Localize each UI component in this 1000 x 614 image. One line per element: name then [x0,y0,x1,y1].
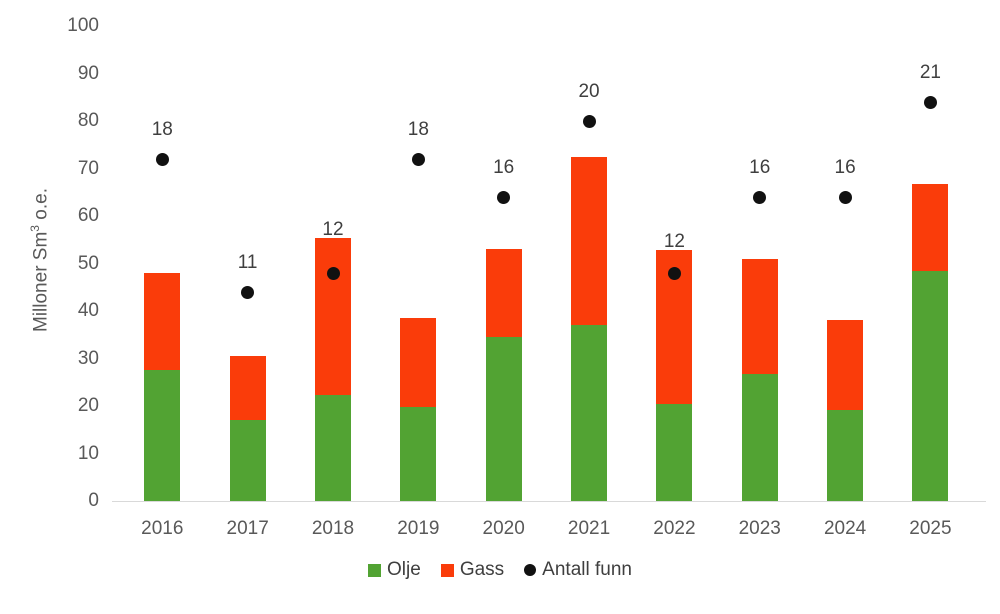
legend-item-gass: Gass [440,559,505,581]
bar-gass-2019 [400,318,437,407]
y-tick-label-60: 60 [77,205,99,226]
point-antall-funn-2017 [241,285,255,299]
bar-olje-2022 [656,404,693,501]
y-tick-label-40: 40 [77,300,99,321]
point-label-2018: 12 [322,219,344,241]
bar-gass-2018 [315,238,351,396]
point-antall-funn-2020 [497,190,511,204]
y-tick-label-50: 50 [77,252,99,274]
y-tick-label-20: 20 [77,395,99,416]
bar-olje-2023 [741,373,778,501]
bar-olje-2018 [315,395,351,501]
x-tick-label-2019: 2019 [397,518,440,539]
y-tick-label-0: 0 [88,490,99,511]
x-tick-label-2018: 2018 [311,518,355,539]
bar-olje-2016 [144,370,181,501]
olje-swatch [368,563,382,577]
x-tick-label-2022: 2022 [653,518,696,539]
point-label-2020: 16 [493,157,515,178]
bar-gass-2023 [741,258,778,374]
x-tick-label-2020: 2020 [482,518,525,539]
point-label-2021: 20 [578,81,600,102]
point-antall-funn-2021 [582,114,596,128]
point-label-2025: 21 [919,62,942,83]
point-antall-funn-2018 [326,266,340,280]
legend-label-gass: Gass [459,559,505,580]
point-label-2022: 12 [663,231,685,253]
point-label-2024: 16 [834,157,856,178]
y-tick-label-70: 70 [77,157,99,179]
x-tick-label-2023: 2023 [738,518,781,539]
y-tick-label-90: 90 [77,62,99,84]
bar-olje-2021 [571,325,608,501]
bar-gass-2020 [485,249,522,338]
x-tick-label-2021: 2021 [567,518,611,539]
gass-swatch [440,563,454,577]
legend-label-olje: Olje [387,559,421,580]
bar-olje-2020 [485,337,522,501]
x-tick-label-2016: 2016 [141,518,184,539]
bar-gass-2021 [571,156,608,326]
y-tick-label-10: 10 [77,442,99,464]
antall-funn-swatch [524,564,537,576]
legend: Olje Gass Antall funn [0,556,1000,584]
legend-label-antall-funn: Antall funn [542,559,632,580]
y-tick-label-30: 30 [77,347,99,369]
bar-olje-2025 [912,271,949,501]
point-antall-funn-2016 [155,152,169,166]
bar-gass-2024 [827,320,864,410]
bar-olje-2024 [827,409,864,501]
point-antall-funn-2025 [923,95,937,109]
bar-gass-2017 [229,356,266,421]
point-label-2023: 16 [749,157,771,178]
legend-item-antall-funn: Antall funn [524,559,632,581]
point-label-2019: 18 [407,119,429,140]
bar-olje-2017 [229,420,266,501]
x-axis-line [112,501,986,502]
point-antall-funn-2024 [838,190,852,204]
x-tick-label-2025: 2025 [909,518,952,539]
point-antall-funn-2019 [411,152,425,166]
legend-item-olje: Olje [368,559,421,581]
y-tick-label-80: 80 [77,110,99,131]
bar-olje-2019 [400,406,437,501]
point-antall-funn-2023 [753,190,767,204]
x-tick-label-2017: 2017 [226,518,269,539]
y-tick-label-100: 100 [67,15,99,36]
bar-gass-2016 [144,273,181,371]
point-label-2016: 18 [151,119,173,140]
x-tick-label-2024: 2024 [823,518,867,539]
bar-gass-2025 [912,183,949,272]
point-antall-funn-2022 [667,266,681,280]
point-label-2017: 11 [237,252,258,273]
